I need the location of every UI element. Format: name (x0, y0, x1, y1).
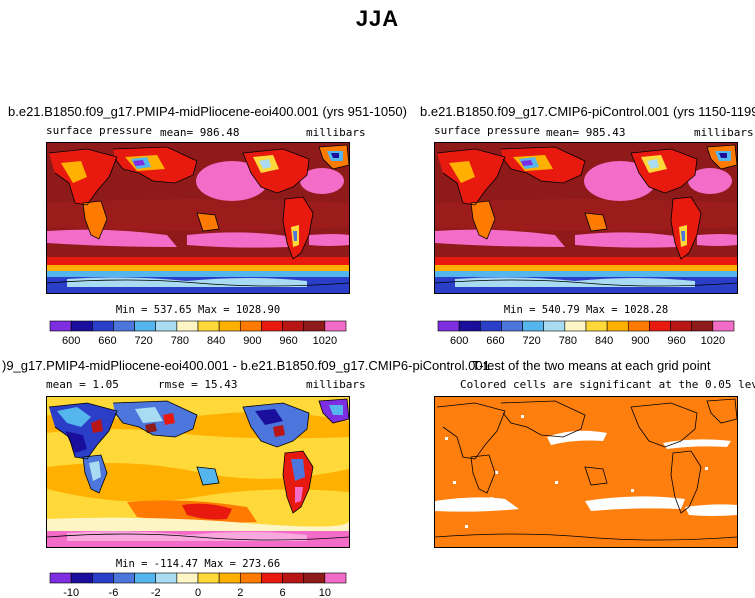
panel-3-rmse-label: rmse = 15.43 (158, 378, 238, 391)
colorbar-swatch (501, 320, 523, 332)
colorbar-swatch (670, 320, 693, 332)
panel-3-mean-label: mean = 1.05 (46, 378, 119, 391)
colorbar-swatch (176, 572, 199, 584)
colorbar-tick-label: 1020 (701, 335, 725, 346)
colorbar-swatch (49, 320, 72, 332)
panel-4-map-svg (435, 397, 737, 547)
panel-3-map (46, 396, 350, 548)
colorbar-swatch (522, 320, 545, 332)
colorbar-tick-label: -10 (63, 587, 79, 598)
colorbar-tick-label: 780 (559, 335, 577, 346)
colorbar-swatch (155, 320, 178, 332)
panel-1-units-label: millibars (306, 126, 366, 139)
colorbar-swatch (70, 320, 93, 332)
colorbar-swatch (564, 320, 587, 332)
colorbar-swatch (70, 572, 93, 584)
colorbar-tick-label: -2 (151, 587, 161, 598)
colorbar-swatch (134, 572, 157, 584)
colorbar-swatch (261, 572, 283, 584)
panel-1-map-svg (47, 143, 349, 293)
colorbar-swatch (155, 572, 178, 584)
colorbar-swatch (282, 572, 305, 584)
colorbar-tick-label: 10 (319, 587, 331, 598)
colorbar-swatch (218, 320, 241, 332)
colorbar-swatch (324, 572, 347, 584)
colorbar-swatch (176, 320, 199, 332)
colorbar-tick-label: 720 (522, 335, 540, 346)
colorbar-swatch (134, 320, 157, 332)
colorbar-swatch (282, 320, 305, 332)
colorbar-swatch (303, 320, 326, 332)
panel-1-colorbar: 600 660 720 780 840 900 960 1020 (46, 320, 350, 346)
panel-3-units-label: millibars (306, 378, 366, 391)
colorbar-tick-label: 840 (207, 335, 225, 346)
colorbar-swatch (543, 320, 566, 332)
panel-4-title: T-test of the two means at each grid poi… (472, 358, 711, 373)
colorbar-swatch (627, 320, 650, 332)
panel-1-map (46, 142, 350, 294)
panel-3-colorbar-svg: -10 -6 -2 0 2 6 10 (49, 572, 347, 598)
colorbar-tick-label: 6 (280, 587, 286, 598)
colorbar-swatch (197, 320, 220, 332)
colorbar-tick-label: 600 (450, 335, 468, 346)
colorbar-swatch (113, 320, 135, 332)
panel-1-variable-label: surface pressure (46, 124, 152, 137)
panel-2-variable-label: surface pressure (434, 124, 540, 137)
panel-4-subtitle: Colored cells are significant at the 0.0… (460, 378, 755, 391)
panel-1-mean-label: mean= 986.48 (160, 126, 240, 139)
colorbar-swatch (458, 320, 481, 332)
colorbar-tick-label: 960 (279, 335, 297, 346)
figure-title: JJA (355, 6, 400, 31)
colorbar-swatch (303, 572, 326, 584)
colorbar-tick-label: 660 (98, 335, 116, 346)
colorbar-swatch (585, 320, 608, 332)
panel-1-title: b.e21.B1850.f09_g17.PMIP4-midPliocene-eo… (8, 104, 407, 119)
colorbar-tick-label: 600 (62, 335, 80, 346)
panel-2-map (434, 142, 738, 294)
colorbar-swatch (479, 320, 502, 332)
colorbar-swatch (91, 572, 114, 584)
panel-2-title: b.e21.B1850.f09_g17.CMIP6-piControl.001 … (420, 104, 755, 119)
colorbar-tick-label: 0 (195, 587, 201, 598)
panel-3-map-svg (47, 397, 349, 547)
panel-3-title: )9_g17.PMIP4-midPliocene-eoi400.001 - b.… (2, 358, 490, 373)
panel-1-colorbar-svg: 600 660 720 780 840 900 960 1020 (49, 320, 347, 346)
colorbar-tick-label: 960 (667, 335, 685, 346)
colorbar-tick-label: 720 (134, 335, 152, 346)
panel-2-colorbar-svg: 600 660 720 780 840 900 960 1020 (437, 320, 735, 346)
colorbar-tick-label: 1020 (313, 335, 337, 346)
panel-2-minmax: Min = 540.79 Max = 1028.28 (503, 304, 669, 316)
colorbar-swatch (691, 320, 714, 332)
colorbar-swatch (239, 320, 262, 332)
panel-3-minmax: Min = -114.47 Max = 273.66 (115, 558, 281, 570)
colorbar-swatch (239, 572, 262, 584)
colorbar-tick-label: 780 (171, 335, 189, 346)
colorbar-tick-label: 2 (237, 587, 243, 598)
colorbar-tick-label: 840 (595, 335, 613, 346)
colorbar-tick-label: 900 (631, 335, 649, 346)
colorbar-swatch (712, 320, 735, 332)
panel-2-map-svg (435, 143, 737, 293)
colorbar-swatch (49, 572, 72, 584)
colorbar-swatch (91, 320, 114, 332)
colorbar-swatch (218, 572, 241, 584)
panel-1-minmax: Min = 537.65 Max = 1028.90 (115, 304, 281, 316)
colorbar-swatch (437, 320, 460, 332)
colorbar-tick-label: 660 (486, 335, 504, 346)
colorbar-swatch (261, 320, 283, 332)
colorbar-swatch (324, 320, 347, 332)
colorbar-tick-label: -6 (109, 587, 119, 598)
panel-2-mean-label: mean= 985.43 (546, 126, 626, 139)
colorbar-swatch (197, 572, 220, 584)
colorbar-swatch (606, 320, 629, 332)
panel-2-colorbar: 600 660 720 780 840 900 960 1020 (434, 320, 738, 346)
panel-2-units-label: millibars (694, 126, 754, 139)
panel-4-map (434, 396, 738, 548)
panel-3-colorbar: -10 -6 -2 0 2 6 10 (46, 572, 350, 598)
colorbar-tick-label: 900 (243, 335, 261, 346)
colorbar-swatch (649, 320, 671, 332)
colorbar-swatch (113, 572, 135, 584)
